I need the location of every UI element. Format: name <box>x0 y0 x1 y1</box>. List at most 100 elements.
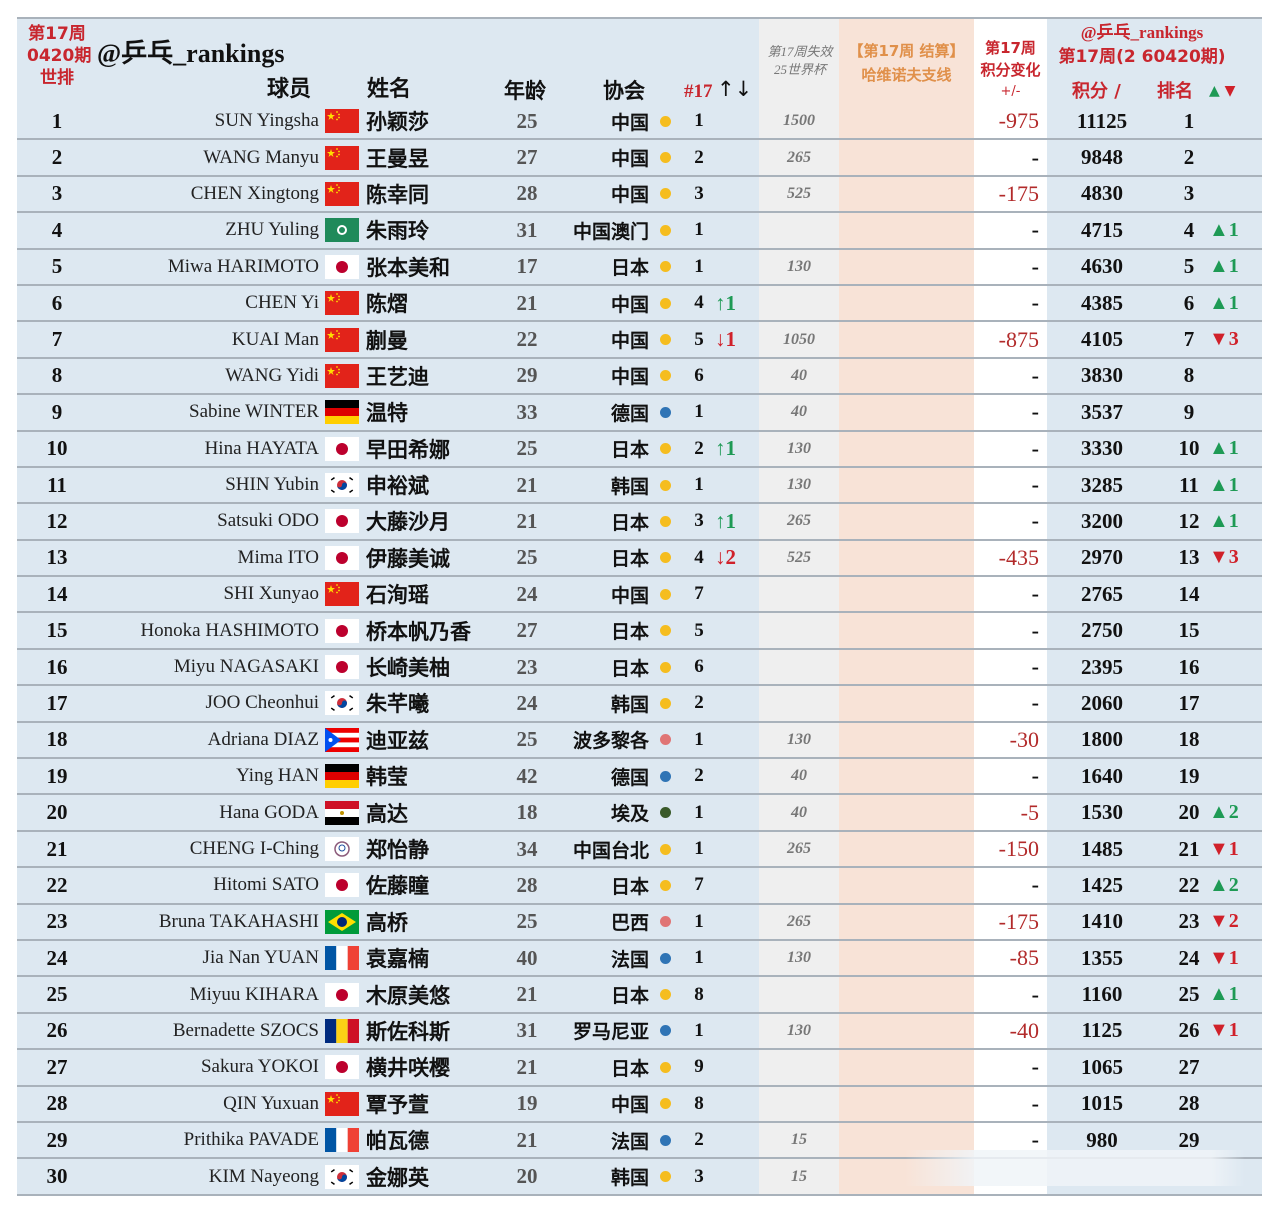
player-english-name[interactable]: QIN Yuxuan <box>223 1092 319 1114</box>
col-points-header[interactable]: 积分 / <box>1072 81 1121 102</box>
player-chinese-name[interactable]: 长崎美柚 <box>366 656 450 681</box>
col-player-header[interactable]: 球员 <box>267 77 312 102</box>
table-row-20[interactable]: 20 Hana GODA 高达 18 埃及 1 40 -5 1530 20 ▲2 <box>17 795 1262 832</box>
player-english-name[interactable]: Adriana DIAZ <box>207 728 319 750</box>
player-chinese-name[interactable]: 韩莹 <box>366 765 408 790</box>
table-row-11[interactable]: 11 SHIN Yubin 申裕斌 21 韩国 1 130 - 3285 11 … <box>17 468 1262 505</box>
table-row-10[interactable]: 10 Hina HAYATA 早田希娜 25 日本 2 ↑1 130 - 333… <box>17 432 1262 468</box>
player-english-name[interactable]: Hitomi SATO <box>213 874 319 896</box>
player-chinese-name[interactable]: 张本美和 <box>366 255 450 280</box>
table-row-14[interactable]: 14 SHI Xunyao 石洵瑶 24 中国 7 - 2765 14 <box>17 577 1262 614</box>
player-chinese-name[interactable]: 伊藤美诚 <box>366 546 450 571</box>
player-english-name[interactable]: SHI Xunyao <box>223 583 319 605</box>
player-chinese-name[interactable]: 大藤沙月 <box>366 510 450 535</box>
player-chinese-name[interactable]: 横井咲樱 <box>366 1056 450 1081</box>
table-row-30[interactable]: 30 KIM Nayeong 金娜英 20 韩国 3 15 <box>17 1159 1262 1196</box>
col-wr-header[interactable]: 排名 <box>1157 81 1193 102</box>
player-chinese-name[interactable]: 蒯曼 <box>366 328 408 353</box>
player-chinese-name[interactable]: 朱芊曦 <box>366 692 429 717</box>
table-row-18[interactable]: 18 Adriana DIAZ 迪亚兹 25 波多黎各 1 130 -30 18… <box>17 723 1262 760</box>
player-english-name[interactable]: Bernadette SZOCS <box>172 1019 319 1041</box>
table-row-12[interactable]: 12 Satsuki ODO 大藤沙月 21 日本 3 ↑1 265 - 320… <box>17 504 1262 541</box>
player-chinese-name[interactable]: 高达 <box>366 801 408 826</box>
player-english-name[interactable]: Hina HAYATA <box>204 437 319 459</box>
col-nat-rank-header[interactable]: #17 <box>684 81 713 102</box>
player-english-name[interactable]: CHEN Yi <box>245 292 319 314</box>
player-english-name[interactable]: Mima ITO <box>237 546 319 568</box>
player-english-name[interactable]: Bruna TAKAHASHI <box>158 910 319 932</box>
player-english-name[interactable]: Sakura YOKOI <box>200 1056 319 1078</box>
player-chinese-name[interactable]: 陈熠 <box>366 292 408 317</box>
table-row-27[interactable]: 27 Sakura YOKOI 横井咲樱 21 日本 9 - 1065 27 <box>17 1050 1262 1087</box>
player-english-name[interactable]: Honoka HASHIMOTO <box>140 619 319 641</box>
player-english-name[interactable]: SUN Yingsha <box>214 110 319 132</box>
player-chinese-name[interactable]: 陈幸同 <box>366 182 429 207</box>
table-row-13[interactable]: 13 Mima ITO 伊藤美诚 25 日本 4 ↓2 525 -435 297… <box>17 541 1262 578</box>
player-chinese-name[interactable]: 王曼昱 <box>366 146 429 171</box>
player-chinese-name[interactable]: 桥本帆乃香 <box>366 619 471 644</box>
table-row-9[interactable]: 9 Sabine WINTER 温特 33 德国 1 40 - 3537 9 <box>17 395 1262 432</box>
player-chinese-name[interactable]: 郑怡静 <box>366 838 429 862</box>
col-name-header[interactable]: 姓名 <box>367 77 412 102</box>
player-chinese-name[interactable]: 申裕斌 <box>366 474 429 499</box>
table-row-21[interactable]: 21 CHENG I-Ching 郑怡静 34 中国台北 1 265 -150 … <box>17 832 1262 869</box>
player-chinese-name[interactable]: 早田希娜 <box>366 437 450 462</box>
table-row-24[interactable]: 24 Jia Nan YUAN 袁嘉楠 40 法国 1 130 -85 1355… <box>17 941 1262 978</box>
table-row-8[interactable]: 8 WANG Yidi 王艺迪 29 中国 6 40 - 3830 8 <box>17 359 1262 396</box>
player-chinese-name[interactable]: 帕瓦德 <box>366 1129 429 1154</box>
table-row-17[interactable]: 17 JOO Cheonhui 朱芊曦 24 韩国 2 - 2060 17 <box>17 686 1262 723</box>
player-english-name[interactable]: WANG Manyu <box>203 146 319 168</box>
player-chinese-name[interactable]: 孙颖莎 <box>366 110 429 135</box>
player-chinese-name[interactable]: 石洵瑶 <box>366 583 429 608</box>
table-row-23[interactable]: 23 Bruna TAKAHASHI 高桥 25 巴西 1 265 -175 1… <box>17 905 1262 941</box>
player-english-name[interactable]: JOO Cheonhui <box>205 692 319 714</box>
table-row-29[interactable]: 29 Prithika PAVADE 帕瓦德 21 法国 2 15 - 980 … <box>17 1123 1262 1160</box>
player-english-name[interactable]: ZHU Yuling <box>225 219 319 241</box>
table-row-26[interactable]: 26 Bernadette SZOCS 斯佐科斯 31 罗马尼亚 1 130 -… <box>17 1014 1262 1051</box>
table-row-7[interactable]: 7 KUAI Man 蒯曼 22 中国 5 ↓1 1050 -875 4105 … <box>17 322 1262 359</box>
player-english-name[interactable]: WANG Yidi <box>225 364 319 386</box>
player-chinese-name[interactable]: 王艺迪 <box>366 364 429 389</box>
player-english-name[interactable]: KIM Nayeong <box>208 1165 319 1187</box>
player-chinese-name[interactable]: 朱雨玲 <box>366 219 429 244</box>
col-age-header[interactable]: 年龄 <box>504 79 546 103</box>
table-row-1[interactable]: 1 SUN Yingsha 孙颖莎 25 中国 1 1500 -975 1112… <box>17 104 1262 141</box>
table-row-5[interactable]: 5 Miwa HARIMOTO 张本美和 17 日本 1 130 - 4630 … <box>17 250 1262 286</box>
player-chinese-name[interactable]: 温特 <box>366 401 408 426</box>
player-english-name[interactable]: Hana GODA <box>219 801 319 823</box>
player-chinese-name[interactable]: 覃予萱 <box>366 1092 429 1117</box>
table-row-19[interactable]: 19 Ying HAN 韩莹 42 德国 2 40 - 1640 19 <box>17 759 1262 796</box>
player-chinese-name[interactable]: 佐藤瞳 <box>366 874 429 899</box>
table-row-25[interactable]: 25 Miyuu KIHARA 木原美悠 21 日本 8 - 1160 25 ▲… <box>17 977 1262 1014</box>
player-age: 23 <box>516 654 538 679</box>
player-chinese-name[interactable]: 斯佐科斯 <box>366 1019 450 1044</box>
col-lost-header: 第17周失效 25世界杯 <box>763 43 837 79</box>
table-row-15[interactable]: 15 Honoka HASHIMOTO 桥本帆乃香 27 日本 5 - 2750… <box>17 613 1262 650</box>
player-english-name[interactable]: Miwa HARIMOTO <box>167 255 319 277</box>
player-english-name[interactable]: CHENG I-Ching <box>189 838 319 859</box>
table-row-22[interactable]: 22 Hitomi SATO 佐藤瞳 28 日本 7 - 1425 22 ▲2 <box>17 868 1262 905</box>
player-chinese-name[interactable]: 迪亚兹 <box>366 728 429 753</box>
player-chinese-name[interactable]: 高桥 <box>366 910 408 935</box>
player-english-name[interactable]: Miyuu KIHARA <box>189 983 319 1005</box>
table-row-3[interactable]: 3 CHEN Xingtong 陈幸同 28 中国 3 525 -175 483… <box>17 177 1262 214</box>
player-english-name[interactable]: Ying HAN <box>236 765 319 787</box>
player-english-name[interactable]: Jia Nan YUAN <box>202 947 319 969</box>
player-chinese-name[interactable]: 金娜英 <box>366 1165 429 1190</box>
table-row-6[interactable]: 6 CHEN Yi 陈熠 21 中国 4 ↑1 - 4385 6 ▲1 <box>17 286 1262 323</box>
table-row-4[interactable]: 4 ZHU Yuling 朱雨玲 31 中国澳门 1 - 4715 4 ▲1 <box>17 213 1262 250</box>
table-row-28[interactable]: 28 QIN Yuxuan 覃予萱 19 中国 8 - 1015 28 <box>17 1087 1262 1123</box>
player-english-name[interactable]: Sabine WINTER <box>189 401 319 423</box>
player-english-name[interactable]: Miyu NAGASAKI <box>173 656 319 678</box>
col-assoc-header[interactable]: 协会 <box>603 79 645 103</box>
table-header: 第17周 0420期 世排 @乒乓_rankings 球员 姓名 年龄 协会 #… <box>17 19 1262 104</box>
player-chinese-name[interactable]: 木原美悠 <box>366 983 450 1008</box>
player-english-name[interactable]: Prithika PAVADE <box>183 1129 319 1151</box>
player-english-name[interactable]: KUAI Man <box>231 328 319 350</box>
player-english-name[interactable]: Satsuki ODO <box>217 510 319 532</box>
table-row-16[interactable]: 16 Miyu NAGASAKI 长崎美柚 23 日本 6 - 2395 16 <box>17 650 1262 687</box>
player-english-name[interactable]: CHEN Xingtong <box>190 182 319 204</box>
player-chinese-name[interactable]: 袁嘉楠 <box>366 947 429 972</box>
player-english-name[interactable]: SHIN Yubin <box>225 474 319 496</box>
table-row-2[interactable]: 2 WANG Manyu 王曼昱 27 中国 2 265 - 9848 2 <box>17 140 1262 177</box>
